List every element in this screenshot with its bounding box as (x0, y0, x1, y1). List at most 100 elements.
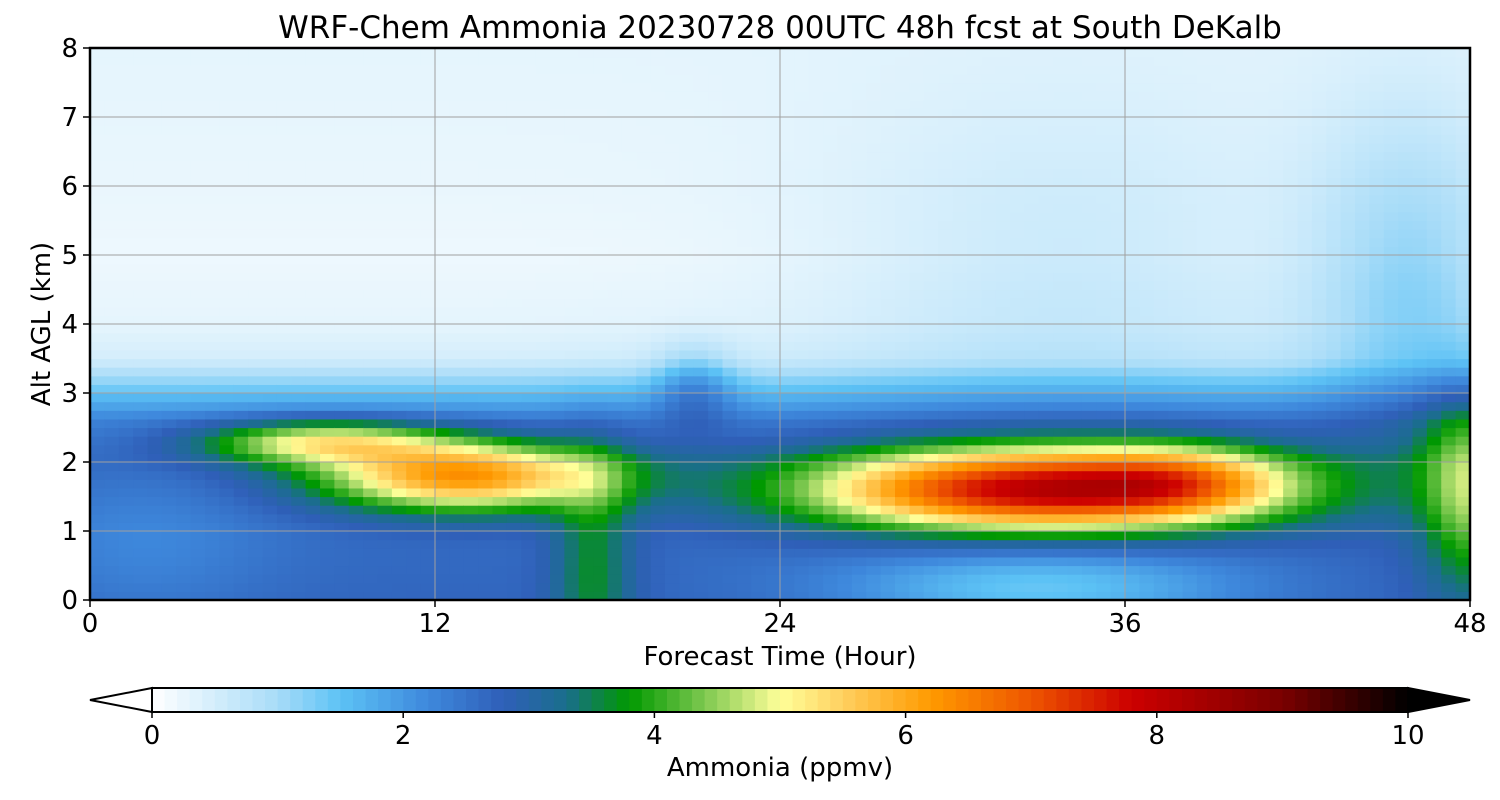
heatmap-cell (147, 496, 163, 506)
heatmap-cell (751, 108, 767, 118)
heatmap-cell (391, 237, 407, 247)
heatmap-cell (176, 134, 192, 144)
heatmap-cell (981, 462, 997, 472)
heatmap-cell (780, 548, 795, 558)
heatmap-cell (1038, 168, 1054, 178)
heatmap-cell (693, 56, 709, 66)
heatmap-cell (521, 203, 537, 213)
heatmap-cell (966, 229, 982, 239)
heatmap-cell (1081, 65, 1097, 75)
heatmap-cell (190, 548, 206, 558)
heatmap-cell (291, 306, 307, 316)
heatmap-cell (923, 582, 939, 592)
heatmap-cell (823, 384, 839, 394)
heatmap-cell (205, 151, 220, 161)
heatmap-cell (276, 125, 292, 135)
heatmap-cell (463, 280, 479, 291)
heatmap-cell (118, 194, 134, 204)
heatmap-cell (938, 246, 954, 256)
heatmap-cell (1067, 99, 1083, 109)
heatmap-cell (334, 462, 350, 472)
heatmap-cell (593, 556, 609, 567)
heatmap-cell (751, 531, 767, 541)
heatmap-cell (276, 462, 292, 472)
heatmap-cell (377, 203, 393, 213)
heatmap-cell (305, 479, 321, 489)
heatmap-cell (1010, 298, 1025, 308)
heatmap-cell (1125, 177, 1140, 187)
heatmap-cell (176, 229, 192, 239)
heatmap-cell (506, 186, 522, 196)
heatmap-cell (463, 324, 479, 334)
heatmap-cell (880, 220, 896, 230)
heatmap-cell (1096, 505, 1112, 515)
heatmap-cell (1053, 393, 1069, 403)
heatmap-cell (895, 591, 910, 601)
heatmap-cell (147, 556, 163, 567)
heatmap-cell (492, 56, 508, 66)
heatmap-cell (693, 470, 709, 480)
heatmap-cell (334, 134, 350, 144)
heatmap-cell (1182, 401, 1198, 411)
heatmap-cell (334, 306, 350, 316)
heatmap-cell (161, 73, 177, 84)
heatmap-cell (521, 280, 537, 291)
heatmap-cell (1096, 522, 1112, 532)
heatmap-cell (248, 565, 264, 575)
heatmap-cell (1182, 358, 1198, 368)
heatmap-cell (923, 513, 939, 523)
heatmap-cell (1125, 496, 1140, 506)
heatmap-cell (176, 117, 192, 127)
heatmap-cell (1110, 349, 1126, 360)
heatmap-cell (895, 582, 910, 592)
heatmap-cell (1010, 453, 1025, 463)
heatmap-cell (176, 427, 192, 437)
heatmap-cell (981, 332, 997, 342)
heatmap-cell (952, 513, 968, 523)
heatmap-cell (650, 375, 666, 385)
heatmap-cell (305, 142, 321, 153)
heatmap-cell (722, 453, 738, 463)
heatmap-cell (147, 211, 163, 222)
heatmap-cell (851, 108, 867, 118)
heatmap-cell (1010, 531, 1025, 541)
heatmap-cell (880, 280, 896, 291)
heatmap-cell (880, 522, 896, 532)
heatmap-cell (1067, 272, 1083, 282)
heatmap-cell (506, 496, 522, 506)
heatmap-cell (952, 462, 968, 472)
heatmap-cell (636, 436, 652, 446)
heatmap-cell (334, 324, 350, 334)
heatmap-cell (262, 220, 278, 230)
heatmap-cell (176, 194, 192, 204)
heatmap-cell (550, 349, 565, 360)
heatmap-cell (248, 117, 264, 127)
heatmap-cell (1196, 513, 1212, 523)
heatmap-cell (1024, 401, 1040, 411)
heatmap-cell (377, 108, 393, 118)
heatmap-cell (377, 531, 393, 541)
heatmap-cell (1110, 142, 1126, 153)
heatmap-cell (1168, 496, 1184, 506)
heatmap-cell (1139, 332, 1155, 342)
heatmap-cell (751, 358, 767, 368)
heatmap-cell (780, 263, 795, 273)
heatmap-cell (636, 289, 652, 299)
heatmap-cell (851, 186, 867, 196)
heatmap-cell (895, 487, 910, 498)
heatmap-cell (693, 263, 709, 273)
heatmap-cell (1024, 246, 1040, 256)
heatmap-cell (276, 203, 292, 213)
heatmap-cell (564, 324, 580, 334)
heatmap-cell (506, 117, 522, 127)
heatmap-cell (233, 444, 249, 454)
heatmap-cell (391, 487, 407, 498)
heatmap-cell (607, 401, 623, 411)
heatmap-cell (866, 565, 882, 575)
heatmap-cell (406, 237, 422, 247)
heatmap-cell (909, 56, 925, 66)
heatmap-cell (276, 306, 292, 316)
heatmap-cell (348, 358, 364, 368)
heatmap-cell (981, 117, 997, 127)
heatmap-cell (1096, 462, 1112, 472)
